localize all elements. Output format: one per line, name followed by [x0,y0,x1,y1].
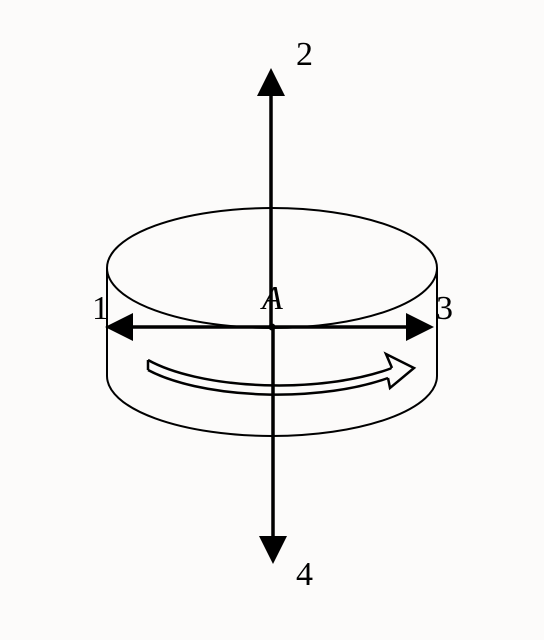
label-left: 1 [92,290,109,328]
label-right: 3 [436,290,453,328]
rotation-arrow [148,354,414,395]
label-bottom: 4 [296,556,313,594]
label-top: 2 [296,36,313,74]
label-center: A [262,280,283,318]
point-a [269,324,276,331]
diagram-svg [0,0,544,640]
diagram-stage: 2 3 4 1 A [0,0,544,640]
